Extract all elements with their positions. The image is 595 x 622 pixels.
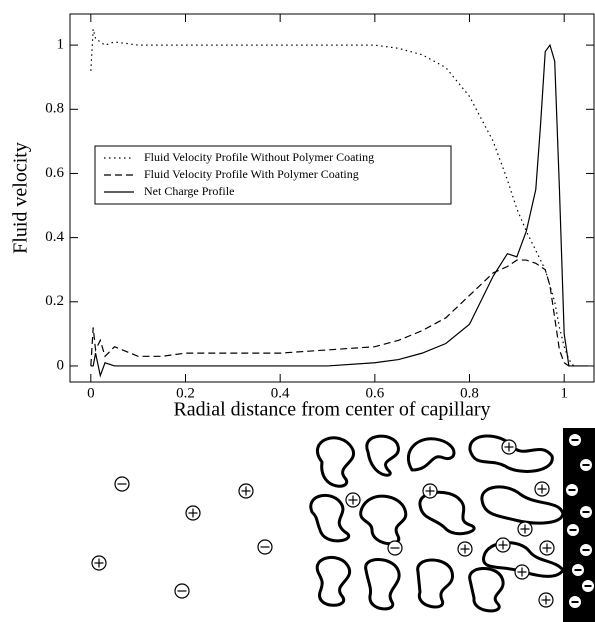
polymer xyxy=(309,493,350,543)
polymer xyxy=(315,436,356,488)
polymer xyxy=(468,434,554,473)
x-tick-label: 0 xyxy=(87,385,95,401)
series-line xyxy=(90,259,570,367)
plus-ion xyxy=(457,541,473,557)
minus-ion xyxy=(566,523,580,537)
polymer xyxy=(480,485,565,525)
x-tick-label: 0.6 xyxy=(365,385,384,401)
plus-ion xyxy=(514,564,530,580)
legend-box xyxy=(94,145,452,205)
minus-ion xyxy=(571,563,585,577)
plus-ion xyxy=(238,483,254,499)
plus-ion xyxy=(185,505,201,521)
diagram xyxy=(91,428,595,622)
x-tick-label: 1 xyxy=(560,385,568,401)
plus-ion xyxy=(538,592,554,608)
plus-ion xyxy=(534,481,550,497)
y-tick-label: 0.8 xyxy=(45,101,64,117)
minus-ion xyxy=(257,539,273,555)
legend-text: Net Charge Profile xyxy=(144,184,234,198)
polymer xyxy=(359,494,408,546)
plus-ion xyxy=(422,483,438,499)
y-tick-label: 0 xyxy=(57,357,65,373)
plus-ion xyxy=(495,537,511,553)
x-axis-title: Radial distance from center of capillary xyxy=(173,399,490,421)
y-tick-label: 0.6 xyxy=(45,165,64,181)
minus-ion xyxy=(579,458,593,472)
polymer xyxy=(416,558,454,609)
x-tick-label: 0.4 xyxy=(271,385,290,401)
polymer xyxy=(364,558,401,611)
polymer xyxy=(406,437,456,472)
minus-ion xyxy=(565,483,579,497)
plus-ion xyxy=(539,540,555,556)
minus-ion xyxy=(174,583,190,599)
polymer xyxy=(468,567,505,613)
polymer xyxy=(482,541,565,578)
plus-ion xyxy=(91,555,107,571)
y-axis-title: Fluid velocity xyxy=(10,142,32,254)
y-tick-label: 0.4 xyxy=(45,229,64,245)
minus-ion xyxy=(568,433,582,447)
plus-ion xyxy=(517,521,533,537)
minus-ion xyxy=(387,540,403,556)
minus-ion xyxy=(579,505,593,519)
minus-ion xyxy=(579,543,593,557)
y-tick-label: 1 xyxy=(57,37,65,53)
minus-ion xyxy=(114,476,130,492)
polymer xyxy=(365,434,400,477)
x-tick-label: 0.8 xyxy=(460,385,479,401)
plot-frame xyxy=(69,13,595,383)
series-line xyxy=(90,43,588,378)
y-tick-label: 0.2 xyxy=(45,293,64,309)
polymer xyxy=(315,556,352,607)
x-tick-label: 0.2 xyxy=(176,385,195,401)
polymer xyxy=(418,490,476,536)
legend-text: Fluid Velocity Profile With Polymer Coat… xyxy=(144,167,359,181)
plus-ion xyxy=(501,439,517,455)
wall xyxy=(563,428,595,622)
minus-ion xyxy=(568,595,582,609)
minus-ion xyxy=(581,579,595,593)
legend-text: Fluid Velocity Profile Without Polymer C… xyxy=(144,150,374,164)
plus-ion xyxy=(345,492,361,508)
